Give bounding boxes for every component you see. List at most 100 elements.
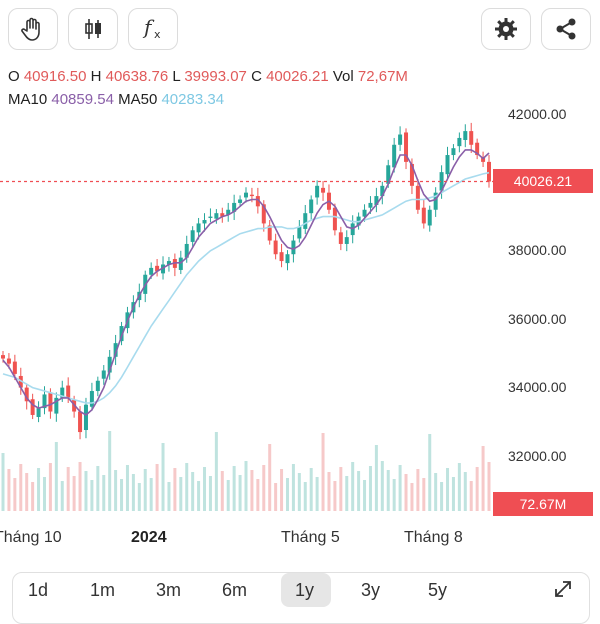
range-1y[interactable]: 1y bbox=[295, 580, 315, 600]
candle-body bbox=[60, 387, 65, 398]
y-axis-label: 38000.00 bbox=[508, 242, 567, 258]
volume-bar bbox=[410, 483, 414, 511]
volume-bar bbox=[416, 469, 420, 511]
y-axis-label: 34000.00 bbox=[508, 379, 567, 395]
volume-bar bbox=[185, 463, 189, 511]
volume-bar bbox=[386, 470, 390, 511]
ohlc-readout: O 40916.50 H 40638.76 L 39993.07 C 40026… bbox=[8, 68, 408, 85]
volume-bar bbox=[108, 431, 112, 511]
expand-icon[interactable] bbox=[552, 578, 574, 600]
candle-body bbox=[249, 194, 254, 197]
volume-bar bbox=[487, 462, 491, 511]
volume-bar bbox=[463, 472, 467, 511]
candle-body bbox=[451, 148, 456, 156]
volume-bar bbox=[214, 432, 218, 511]
candle-body bbox=[155, 265, 160, 272]
volume-value: 72,67M bbox=[357, 68, 408, 85]
candle-body bbox=[332, 207, 337, 231]
draw-tool-button[interactable] bbox=[8, 8, 58, 50]
volume-bar bbox=[434, 473, 438, 511]
x-axis-label: Tháng 10 bbox=[0, 529, 62, 546]
price-chart[interactable] bbox=[0, 105, 600, 515]
candle-body bbox=[6, 358, 11, 364]
volume-bar bbox=[380, 461, 384, 511]
candle-body bbox=[78, 411, 83, 433]
candle-body bbox=[36, 408, 41, 418]
volume-bar bbox=[220, 471, 224, 511]
volume-bar bbox=[226, 480, 230, 511]
volume-bar bbox=[363, 480, 367, 511]
chart-type-button[interactable] bbox=[68, 8, 118, 50]
x-axis-label: 2024 bbox=[131, 529, 167, 546]
indicator-button[interactable]: f x bbox=[128, 8, 178, 50]
volume-bar bbox=[440, 482, 444, 511]
volume-bar bbox=[167, 482, 171, 511]
volume-bar bbox=[125, 465, 129, 511]
candle-body bbox=[398, 134, 403, 145]
range-3y[interactable]: 3y bbox=[361, 580, 381, 600]
candle-body bbox=[439, 172, 444, 191]
candle-body bbox=[445, 155, 450, 175]
volume-bar bbox=[203, 467, 207, 511]
volume-bar bbox=[404, 474, 408, 511]
candle-body bbox=[178, 257, 183, 270]
volume-bar bbox=[72, 476, 76, 511]
hand-icon bbox=[21, 17, 40, 41]
share-button[interactable] bbox=[541, 8, 591, 50]
ma-readout: MA10 40859.54 MA50 40283.34 bbox=[8, 91, 224, 108]
candle-body bbox=[226, 209, 231, 215]
ma10-label: MA10 bbox=[8, 91, 48, 108]
x-axis-label: Tháng 8 bbox=[404, 529, 463, 546]
volume-bar bbox=[451, 477, 455, 511]
volume-bar bbox=[96, 466, 100, 511]
candle-body bbox=[487, 161, 491, 182]
volume-bar bbox=[48, 463, 52, 511]
volume-bar bbox=[321, 433, 325, 511]
volume-bar bbox=[285, 478, 289, 511]
volume-bar bbox=[25, 473, 29, 511]
low-label: L bbox=[172, 68, 181, 85]
range-6m[interactable]: 6m bbox=[222, 580, 248, 600]
volume-bar bbox=[131, 474, 135, 511]
range-1m[interactable]: 1m bbox=[90, 580, 116, 600]
candle-body bbox=[220, 213, 225, 217]
range-3m[interactable]: 3m bbox=[156, 580, 182, 600]
candle-body bbox=[30, 399, 35, 415]
candle-body bbox=[469, 131, 474, 145]
candle-body bbox=[196, 223, 201, 233]
candle-body bbox=[113, 343, 118, 357]
volume-bar bbox=[7, 469, 11, 511]
volume-bar bbox=[155, 464, 159, 511]
candle-body bbox=[83, 404, 88, 431]
candle-body bbox=[232, 202, 237, 212]
candle-body bbox=[238, 199, 243, 203]
volume-bar bbox=[357, 471, 361, 511]
candle-body bbox=[433, 192, 438, 210]
volume-bar bbox=[268, 444, 272, 511]
settings-button[interactable] bbox=[481, 8, 531, 50]
candle-body bbox=[161, 264, 166, 274]
ma50-line bbox=[2, 171, 490, 404]
candle-body bbox=[149, 267, 154, 275]
volume-tag: 72.67M bbox=[493, 492, 593, 516]
candle-body bbox=[415, 185, 420, 210]
volume-bar bbox=[351, 462, 355, 511]
svg-text:x: x bbox=[154, 28, 161, 41]
candle-body bbox=[421, 207, 426, 224]
candle-body bbox=[392, 144, 397, 168]
range-5y[interactable]: 5y bbox=[428, 580, 448, 600]
volume-bar bbox=[208, 476, 212, 511]
candle-body bbox=[18, 375, 23, 388]
volume-bar bbox=[31, 482, 35, 511]
volume-bar bbox=[137, 483, 141, 511]
candle-body bbox=[303, 213, 308, 229]
candle-body bbox=[66, 385, 71, 398]
volume-bar bbox=[179, 477, 183, 511]
candle-body bbox=[374, 196, 379, 205]
volume-bar bbox=[327, 472, 331, 511]
ma10-line bbox=[2, 149, 490, 416]
fx-icon: f x bbox=[142, 15, 161, 41]
candle-body bbox=[457, 137, 462, 147]
candle-body bbox=[89, 391, 94, 407]
range-1d[interactable]: 1d bbox=[28, 580, 49, 600]
